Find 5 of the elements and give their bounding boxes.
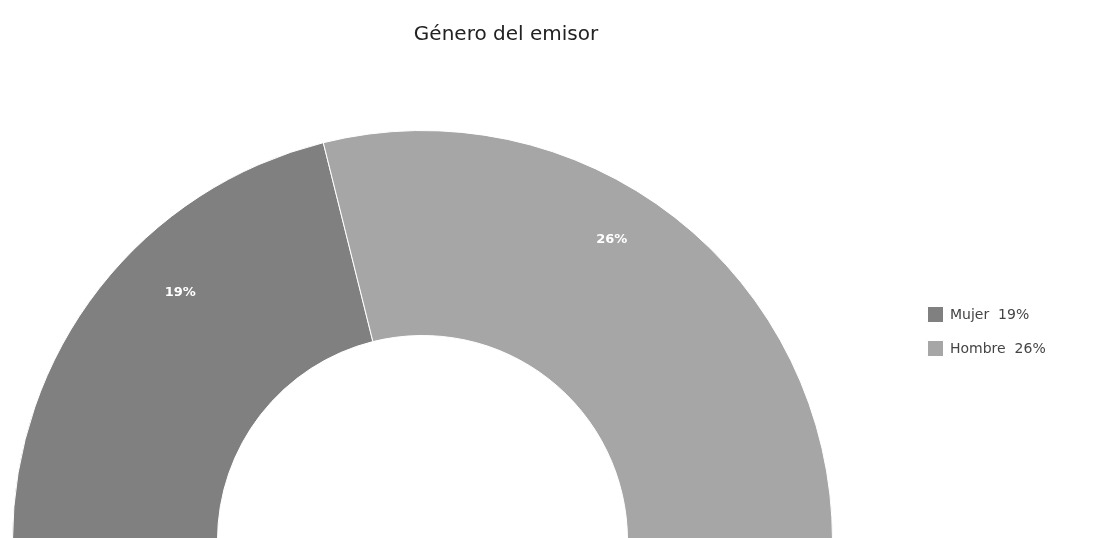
legend-label: Mujer 19% (950, 306, 1030, 322)
data-label: 19% (164, 283, 196, 299)
legend-label: Hombre 26% (950, 340, 1046, 356)
chart-title: Género del emisor (413, 20, 599, 45)
data-label: 26% (596, 230, 628, 246)
